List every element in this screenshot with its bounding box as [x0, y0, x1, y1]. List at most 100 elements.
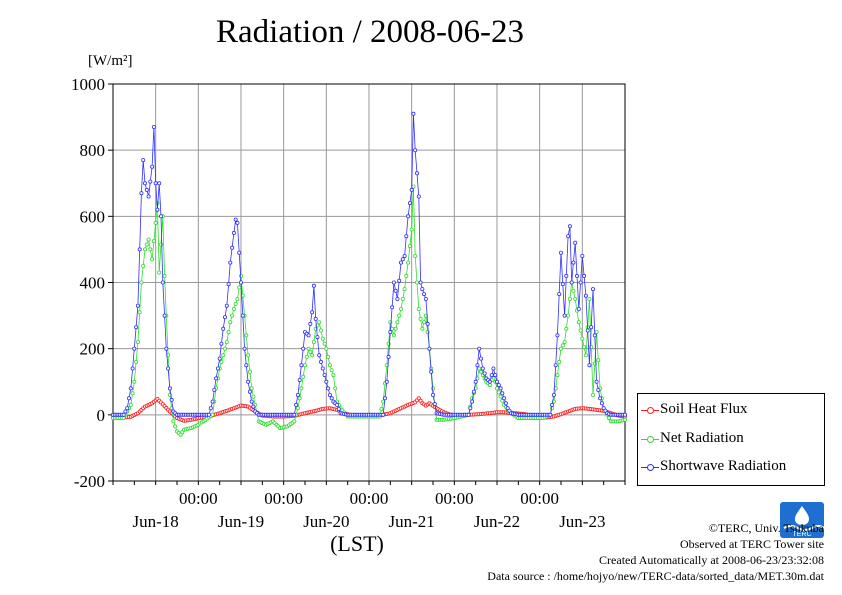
data-point	[125, 406, 130, 411]
data-point	[329, 396, 334, 401]
y-tick-label: 200	[80, 340, 106, 359]
data-point	[294, 402, 299, 407]
data-point	[315, 335, 320, 340]
data-point	[406, 260, 411, 265]
data-point	[308, 321, 313, 326]
data-point	[127, 396, 132, 401]
data-point	[226, 282, 231, 287]
data-point	[233, 217, 238, 222]
data-point	[297, 378, 302, 383]
data-point	[148, 247, 153, 252]
data-point	[468, 406, 473, 411]
data-point	[301, 346, 306, 351]
data-point	[121, 412, 126, 417]
data-point	[295, 406, 300, 411]
data-point	[141, 263, 146, 268]
data-point	[575, 273, 580, 278]
data-point	[219, 359, 224, 364]
data-point	[318, 328, 323, 333]
data-point	[430, 386, 435, 391]
data-point	[210, 412, 215, 417]
data-point	[390, 305, 395, 310]
data-point	[478, 369, 483, 374]
data-point	[206, 412, 211, 417]
data-point	[158, 214, 163, 219]
legend-marker-soil-heat-flux	[647, 407, 654, 414]
data-point	[244, 333, 249, 338]
data-point	[235, 220, 240, 225]
data-point	[155, 207, 160, 212]
data-point	[162, 273, 167, 278]
data-point	[596, 387, 601, 392]
credit-copyright: ©TERC, Univ. Tsukuba	[708, 521, 824, 535]
data-point	[230, 313, 235, 318]
data-point	[564, 273, 569, 278]
data-point	[411, 111, 416, 116]
data-point	[583, 353, 588, 358]
data-point	[324, 346, 329, 351]
data-point	[569, 280, 574, 285]
data-point	[130, 391, 135, 396]
data-point	[599, 401, 604, 406]
data-point	[157, 181, 162, 186]
data-point	[573, 240, 578, 245]
data-point	[130, 366, 135, 371]
data-point	[164, 346, 169, 351]
legend-item-soil-heat-flux: Soil Heat Flux	[638, 400, 824, 422]
data-point	[594, 379, 599, 384]
data-point	[489, 373, 494, 378]
data-point	[560, 282, 565, 287]
data-point	[144, 187, 149, 192]
data-point	[299, 363, 304, 368]
data-point	[322, 341, 327, 346]
data-point	[477, 346, 482, 351]
data-point	[167, 386, 172, 391]
data-point	[142, 247, 147, 252]
data-point	[382, 396, 387, 401]
data-point	[550, 402, 555, 407]
data-point	[146, 194, 151, 199]
data-point	[292, 419, 297, 424]
data-point	[404, 234, 409, 239]
data-point	[233, 301, 238, 306]
data-point	[395, 320, 400, 325]
data-point	[623, 417, 628, 422]
data-point	[292, 412, 297, 417]
data-point	[308, 349, 313, 354]
data-point	[318, 359, 323, 364]
data-point	[151, 239, 156, 244]
data-point	[498, 386, 503, 391]
data-point	[231, 306, 236, 311]
data-point	[247, 389, 252, 394]
data-point	[132, 379, 137, 384]
data-point	[310, 353, 315, 358]
data-point	[123, 409, 128, 414]
data-point	[169, 397, 174, 402]
data-point	[301, 374, 306, 379]
credit-site: Observed at TERC Tower site	[679, 537, 824, 551]
data-point	[471, 389, 476, 394]
data-point	[429, 369, 434, 374]
data-point	[240, 313, 245, 318]
data-point	[224, 340, 229, 345]
data-point	[141, 158, 146, 163]
data-point	[623, 412, 628, 417]
data-point	[317, 353, 322, 358]
data-point	[416, 194, 421, 199]
x-time-tick-label: 00:00	[520, 489, 559, 508]
data-point	[306, 346, 311, 351]
data-point	[594, 330, 599, 335]
data-point	[379, 406, 384, 411]
data-point	[407, 244, 412, 249]
data-point	[171, 419, 176, 424]
data-point	[237, 250, 242, 255]
data-point	[553, 363, 558, 368]
legend-marker-net-radiation	[647, 436, 654, 443]
plot-frame	[112, 83, 626, 482]
data-point	[598, 396, 603, 401]
data-point	[219, 341, 224, 346]
data-point	[580, 336, 585, 341]
y-tick-label: -200	[74, 472, 105, 491]
y-tick-label: 0	[97, 406, 106, 425]
data-point	[491, 366, 496, 371]
